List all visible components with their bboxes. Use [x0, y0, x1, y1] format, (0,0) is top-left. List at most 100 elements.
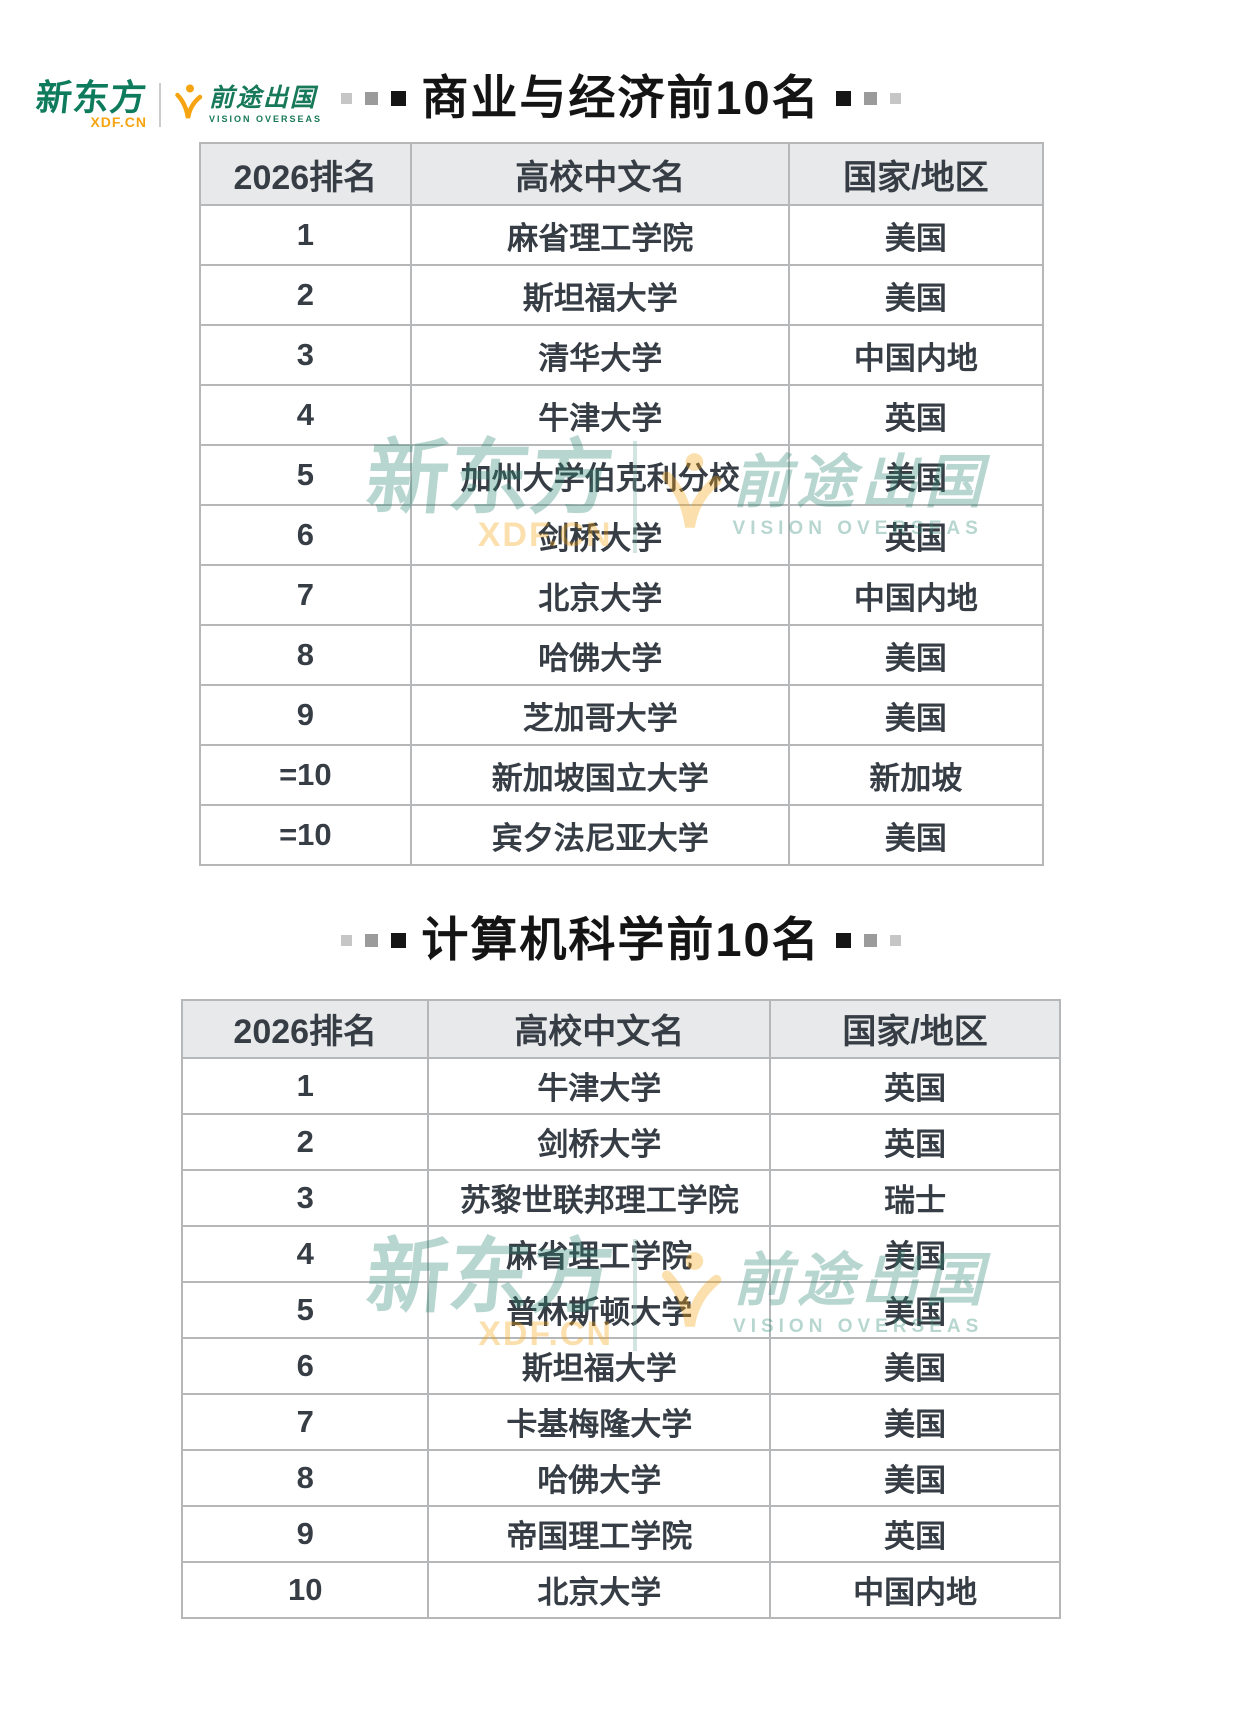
header-rank: 2026排名 [180, 998, 430, 1059]
university-cell: 普林斯顿大学 [427, 1280, 772, 1339]
university-cell: 麻省理工学院 [410, 204, 791, 267]
deco-square [341, 935, 353, 947]
region-cell: 中国内地 [788, 564, 1044, 627]
brand-logo-right: 前途出国 VISION OVERSEAS [173, 82, 322, 129]
section-title-text: 计算机科学前10名 [421, 913, 821, 967]
section-title-text: 商业与经济前10名 [421, 71, 821, 124]
rank-cell: 3 [180, 1168, 430, 1227]
region-cell: 英国 [788, 384, 1044, 447]
table-row: 6 剑桥大学 英国 [198, 504, 1044, 567]
rank-cell: 3 [198, 324, 413, 387]
deco-square [889, 92, 901, 104]
rank-cell: 9 [198, 684, 413, 747]
university-cell: 苏黎世联邦理工学院 [427, 1168, 772, 1227]
rank-cell: =10 [198, 804, 413, 867]
university-cell: 牛津大学 [427, 1056, 772, 1115]
rank-cell: 8 [180, 1448, 430, 1507]
rank-cell: 6 [198, 504, 413, 567]
university-cell: 卡基梅隆大学 [427, 1392, 772, 1451]
university-cell: 帝国理工学院 [427, 1504, 772, 1563]
region-cell: 英国 [769, 1056, 1061, 1115]
rank-cell: 6 [180, 1336, 430, 1395]
table-row: 6 斯坦福大学 美国 [180, 1336, 1061, 1395]
header-region: 国家/地区 [769, 998, 1061, 1059]
brand-logo-left: 新东方 XDF.CN [33, 77, 150, 130]
university-cell: 斯坦福大学 [410, 264, 791, 327]
table-row: 5 加州大学伯克利分校 美国 [198, 444, 1044, 507]
deco-square [835, 933, 851, 949]
table-row: 2 剑桥大学 英国 [180, 1112, 1061, 1171]
region-cell: 美国 [788, 264, 1044, 327]
table-row: 9 芝加哥大学 美国 [198, 684, 1044, 747]
logo-divider [159, 83, 162, 127]
region-cell: 瑞士 [769, 1168, 1061, 1227]
brand-logo: 新东方 XDF.CN 前途出国 VISION OVERSEAS [33, 77, 322, 130]
university-cell: 剑桥大学 [427, 1112, 772, 1171]
rank-cell: 4 [180, 1224, 430, 1283]
deco-square [341, 92, 353, 104]
university-cell: 清华大学 [410, 324, 791, 387]
table-row: 7 北京大学 中国内地 [198, 564, 1044, 627]
university-cell: 麻省理工学院 [427, 1224, 772, 1283]
university-cell: 芝加哥大学 [410, 684, 791, 747]
university-cell: 新加坡国立大学 [410, 744, 791, 807]
rank-cell: 7 [180, 1392, 430, 1451]
deco-square [391, 90, 407, 106]
table-row: 3 清华大学 中国内地 [198, 324, 1044, 387]
region-cell: 美国 [788, 684, 1044, 747]
region-cell: 美国 [769, 1448, 1061, 1507]
rank-cell: 10 [180, 1560, 430, 1619]
region-cell: 英国 [769, 1504, 1061, 1563]
partner-name: 前途出国 [209, 84, 318, 112]
university-cell: 剑桥大学 [410, 504, 791, 567]
region-cell: 美国 [788, 204, 1044, 267]
region-cell: 英国 [788, 504, 1044, 567]
region-cell: 中国内地 [788, 324, 1044, 387]
title-deco-squares-left [341, 90, 407, 106]
computer-science-ranking-table: 2026排名 高校中文名 国家/地区 1 牛津大学 英国 2 剑桥大学 英国 3 苏黎世联邦理… [180, 998, 1061, 1619]
university-cell: 北京大学 [410, 564, 791, 627]
table-row: 1 牛津大学 英国 [180, 1056, 1061, 1115]
deco-square [863, 91, 877, 105]
partner-subtitle: VISION OVERSEAS [209, 114, 323, 124]
section-title-computer-science: 计算机科学前10名 [0, 912, 1242, 968]
business-ranking-table: 2026排名 高校中文名 国家/地区 1 麻省理工学院 美国 2 斯坦福大学 美国 3 清华大… [198, 142, 1044, 867]
deco-square [863, 934, 877, 948]
header-rank: 2026排名 [198, 142, 413, 207]
brand-name: 新东方 [33, 77, 150, 118]
university-cell: 宾夕法尼亚大学 [410, 804, 791, 867]
brand-domain: XDF.CN [90, 114, 148, 130]
rank-cell: 5 [198, 444, 413, 507]
computer-science-table-container: 2026排名 高校中文名 国家/地区 1 牛津大学 英国 2 剑桥大学 英国 3 苏黎世联邦理… [180, 998, 1061, 1619]
university-cell: 牛津大学 [410, 384, 791, 447]
university-cell: 北京大学 [427, 1560, 772, 1619]
region-cell: 美国 [769, 1392, 1061, 1451]
header-university: 高校中文名 [410, 142, 791, 207]
rank-cell: 9 [180, 1504, 430, 1563]
title-deco-squares-left [341, 933, 407, 949]
rank-cell: 8 [198, 624, 413, 687]
region-cell: 中国内地 [769, 1560, 1061, 1619]
rank-cell: 4 [198, 384, 413, 447]
deco-square [391, 933, 407, 949]
business-table-container: 2026排名 高校中文名 国家/地区 1 麻省理工学院 美国 2 斯坦福大学 美国 3 清华大… [198, 142, 1044, 867]
region-cell: 美国 [788, 444, 1044, 507]
region-cell: 美国 [769, 1224, 1061, 1283]
rank-cell: 1 [198, 204, 413, 267]
university-cell: 加州大学伯克利分校 [410, 444, 791, 507]
rank-cell: 5 [180, 1280, 430, 1339]
header-university: 高校中文名 [427, 998, 772, 1059]
table-row: 8 哈佛大学 美国 [198, 624, 1044, 687]
table-row: 4 牛津大学 英国 [198, 384, 1044, 447]
table-row: 9 帝国理工学院 英国 [180, 1504, 1061, 1563]
person-icon [173, 82, 203, 129]
table-row: 8 哈佛大学 美国 [180, 1448, 1061, 1507]
university-cell: 哈佛大学 [427, 1448, 772, 1507]
table-row: 7 卡基梅隆大学 美国 [180, 1392, 1061, 1451]
table-row: =10 宾夕法尼亚大学 美国 [198, 804, 1044, 867]
region-cell: 美国 [769, 1336, 1061, 1395]
deco-square [365, 91, 379, 105]
deco-square [365, 934, 379, 948]
table-row: 5 普林斯顿大学 美国 [180, 1280, 1061, 1339]
region-cell: 美国 [769, 1280, 1061, 1339]
